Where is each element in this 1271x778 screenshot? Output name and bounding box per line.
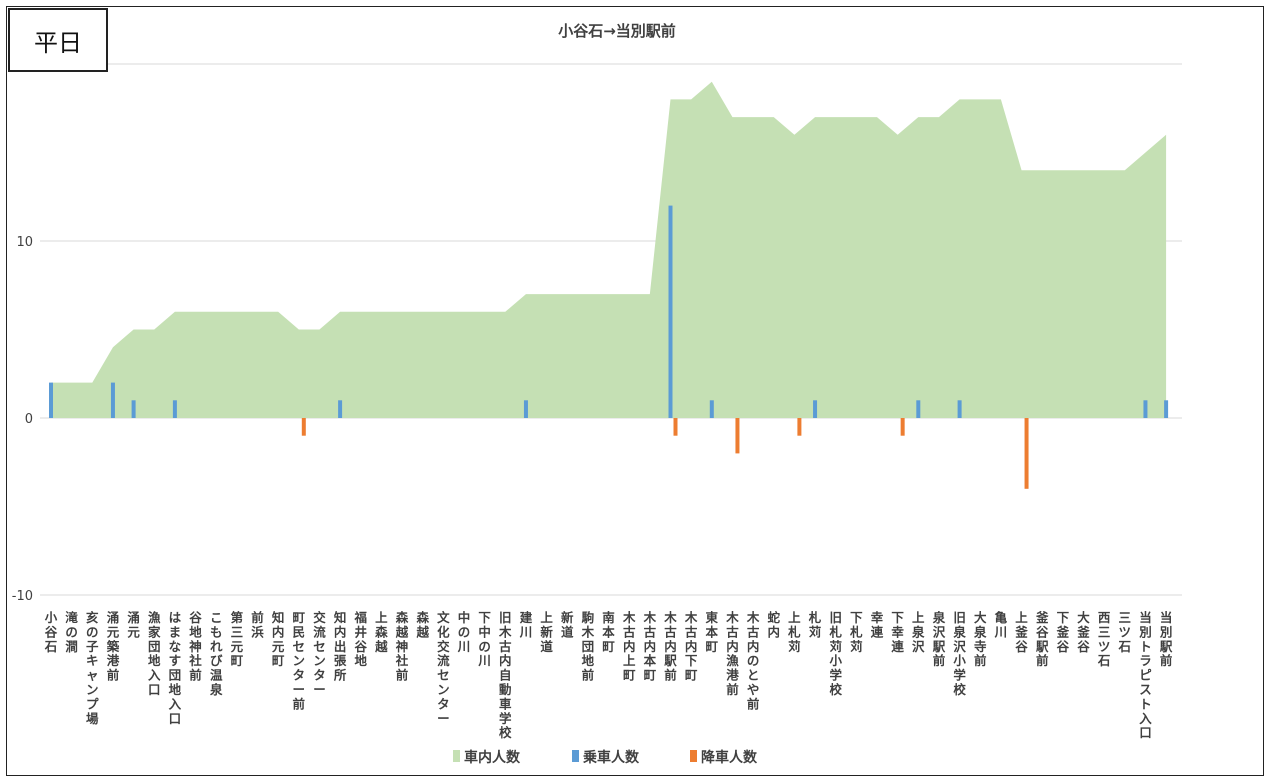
x-tick-label: 大泉寺前 [973, 610, 987, 668]
x-tick-label: 森越 [415, 610, 429, 639]
bar-boarding [1143, 400, 1148, 418]
axis-layer: 10 0 -10 [12, 235, 33, 604]
x-tick-label: 文化交流センター [437, 610, 450, 726]
area-series [51, 81, 1167, 418]
x-tick-label: 亀川 [994, 610, 1008, 639]
x-tick-label: 森越神社前 [395, 610, 409, 683]
legend-item: 降車人数 [690, 749, 758, 766]
x-tick-label: 前浜 [251, 610, 264, 639]
x-tick-label: 幸連 [871, 610, 884, 639]
x-tick-label: 新道 [561, 610, 574, 639]
x-tick-label: 下幸連 [891, 610, 904, 654]
legend-label: 降車人数 [701, 749, 758, 766]
x-tick-label: 旧木古内自動車学校 [498, 610, 512, 740]
x-tick-label: 旧泉沢小学校 [952, 610, 966, 697]
x-tick-label: 駒木団地前 [581, 610, 595, 683]
x-tick-label: 滝の澗 [65, 610, 78, 654]
legend-item: 車内人数 [453, 749, 521, 766]
bar-boarding [172, 400, 177, 418]
legend-swatch [572, 750, 579, 762]
legend-item: 乗車人数 [572, 749, 640, 766]
legend-label: 車内人数 [464, 749, 521, 766]
x-tick-label: 当別トラピスト入口 [1138, 610, 1152, 740]
x-tick-label: 下中の川 [477, 610, 491, 668]
y-tick-label: 0 [25, 412, 33, 427]
bar-alighting [673, 418, 678, 436]
legend: 車内人数 乗車人数 降車人数 [453, 749, 758, 766]
x-tick-labels: 小谷石滝の澗亥の子キャンプ場涌元築港前涌元漁家団地入口はまなす団地入口谷地神社前… [44, 610, 1173, 740]
x-tick-label: 札苅 [808, 610, 822, 639]
bar-layer [49, 205, 1169, 489]
day-type-label: 平日 [8, 8, 108, 72]
x-tick-label: 旧札苅小学校 [828, 610, 842, 697]
bar-alighting [735, 418, 740, 454]
bar-boarding [131, 400, 136, 418]
chart-title: 小谷石→当別駅前 [558, 22, 676, 40]
x-tick-label: 谷地神社前 [188, 610, 202, 683]
x-tick-label: 福井谷地 [353, 610, 367, 668]
chart-frame [6, 6, 1264, 776]
x-tick-label: 木古内本町 [643, 610, 657, 683]
bar-alighting [301, 418, 306, 436]
x-tick-label: 交流センター [313, 610, 326, 697]
x-tick-label: 大釜谷 [1076, 610, 1090, 654]
x-tick-label: 当別駅前 [1159, 610, 1173, 668]
bar-alighting [900, 418, 905, 436]
area-layer [51, 81, 1167, 418]
bar-alighting [1024, 418, 1029, 489]
x-tick-label: 上森越 [374, 610, 388, 654]
bar-boarding [110, 382, 115, 418]
bar-boarding [1164, 400, 1169, 418]
x-tick-label: 木古内上町 [622, 610, 636, 683]
x-tick-label: 泉沢駅前 [932, 610, 946, 668]
bar-boarding [668, 205, 673, 418]
x-tick-label: 涌元築港前 [106, 610, 120, 683]
bar-boarding [916, 400, 921, 418]
x-tick-label: 建川 [519, 610, 533, 639]
x-tick-label: 下釜谷 [1056, 610, 1070, 654]
x-tick-label: はまなす団地入口 [169, 610, 182, 726]
x-tick-label: 中の川 [457, 610, 471, 654]
bar-boarding [49, 382, 53, 418]
x-tick-label: 蛇内 [767, 610, 780, 639]
x-tick-label: 上札苅 [787, 610, 801, 654]
x-tick-label: 町民センター前 [293, 610, 306, 711]
legend-swatch [453, 750, 460, 762]
bar-boarding [523, 400, 528, 418]
x-tick-label: 木古内漁港前 [725, 610, 739, 697]
bar-alighting [797, 418, 802, 436]
x-tick-label: 南本町 [602, 610, 615, 654]
bar-boarding [813, 400, 818, 418]
x-tick-label: 漁家団地入口 [148, 610, 161, 697]
x-tick-label: 下札苅 [849, 610, 863, 654]
x-tick-label: 木古内下町 [684, 610, 698, 683]
x-tick-label: 第三元町 [231, 610, 244, 668]
y-tick-label: -10 [12, 589, 33, 604]
bar-boarding [338, 400, 343, 418]
x-tick-label: 木古内のとや前 [746, 610, 760, 711]
x-tick-label: 知内出張所 [333, 610, 347, 683]
x-tick-label: 釜谷駅前 [1035, 610, 1049, 668]
x-tick-label: こもれび温泉 [209, 610, 223, 697]
legend-swatch [690, 750, 697, 762]
x-tick-label: 亥の子キャンプ場 [86, 610, 99, 726]
bar-boarding [957, 400, 962, 418]
x-tick-label: 小谷石 [44, 610, 58, 654]
y-tick-label: 10 [16, 235, 33, 250]
x-tick-label: 上新道 [540, 610, 553, 654]
x-tick-label: 木古内駅前 [663, 610, 677, 683]
legend-label: 乗車人数 [582, 749, 640, 766]
x-tick-label: 涌元 [127, 610, 140, 639]
x-tick-label: 三ツ石 [1118, 610, 1132, 654]
x-tick-label: 上釜谷 [1014, 610, 1028, 654]
bar-boarding [709, 400, 714, 418]
x-tick-label: 東本町 [706, 610, 719, 654]
x-tick-label: 知内元町 [271, 610, 285, 668]
x-tick-label: 上泉沢 [911, 610, 925, 654]
x-tick-label: 西三ツ石 [1097, 610, 1111, 668]
